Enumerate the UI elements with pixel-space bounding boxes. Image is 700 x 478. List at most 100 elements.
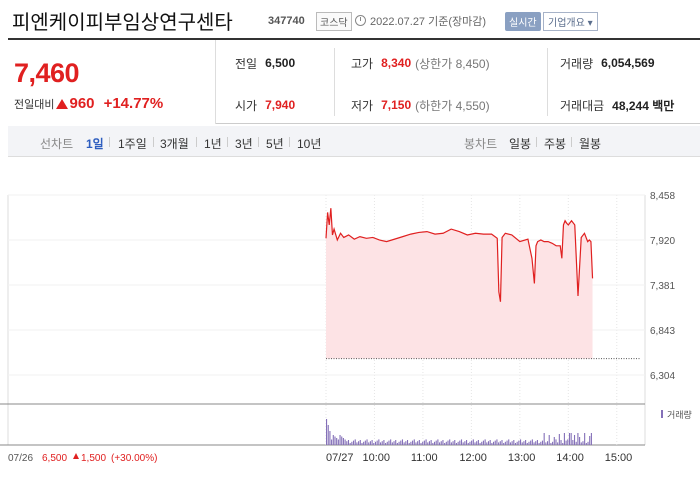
- volume-bar: [381, 441, 383, 445]
- volume-bar: [560, 440, 562, 445]
- volume-bar: [572, 440, 574, 445]
- up-triangle-icon: [73, 453, 79, 459]
- realtime-button[interactable]: 실시간: [505, 12, 541, 31]
- period-1w[interactable]: 1주일: [118, 137, 147, 151]
- volume-bar: [585, 443, 587, 445]
- volume-bar: [423, 440, 425, 445]
- volume-bar: [514, 443, 517, 445]
- intraday-chart[interactable]: 8,458 7,920 7,381 6,843 6,304 07/26 07/27 10:0…: [0, 180, 700, 478]
- prev-day-info: 6,500 1,500 (+30.00%): [42, 453, 157, 464]
- volume-bar: [477, 440, 479, 445]
- prev-day-change: 1,500: [81, 453, 106, 464]
- volume-bar: [403, 442, 405, 445]
- volume-bar: [390, 439, 392, 445]
- volume-bar: [476, 441, 478, 445]
- trade-value-value: 48,244 백만: [612, 98, 675, 113]
- volume-bar: [347, 440, 350, 445]
- period-1d[interactable]: 1일: [86, 137, 104, 151]
- x-axis-ticks: 07/26 07/27 10:00 11:00 12:00 13:00 14:00 15:00: [8, 452, 632, 464]
- volume-bar: [530, 440, 532, 445]
- volume-bar: [590, 433, 592, 445]
- volume-bar: [339, 435, 341, 445]
- volume-bar: [565, 440, 567, 445]
- volume-bar: [540, 441, 542, 445]
- prev-close-cell: 전일 6,500: [235, 42, 295, 84]
- chart-svg: 8,458 7,920 7,381 6,843 6,304 07/26 07/27 10:0…: [0, 191, 692, 464]
- volume-bar: [361, 443, 363, 445]
- volume-bar: [509, 442, 511, 445]
- volume-bar: [386, 441, 388, 445]
- up-triangle-icon: [56, 99, 69, 109]
- volume-bar: [327, 425, 329, 445]
- low-value: 7,150: [381, 98, 412, 112]
- volume-bar: [408, 443, 410, 445]
- volume-bar: [498, 442, 500, 445]
- volume-bar: [346, 441, 348, 445]
- chart-area: [325, 208, 641, 360]
- volume-bar: [329, 431, 331, 445]
- volume-bar: [454, 440, 456, 445]
- period-10y[interactable]: 10년: [297, 137, 322, 151]
- candle-monthly[interactable]: 월봉: [579, 137, 602, 151]
- volume-bar: [491, 443, 493, 445]
- company-info-dropdown[interactable]: 기업개요 ▾: [543, 12, 598, 31]
- period-5y[interactable]: 5년: [266, 137, 284, 151]
- volume-bar: [437, 439, 439, 445]
- volume-bar: [374, 441, 377, 445]
- volume-bar: [410, 441, 412, 445]
- current-price-box: 7,460 전일대비 960 +14.77%: [8, 40, 216, 124]
- volume-cell: 거래량 6,054,569: [560, 42, 655, 84]
- volume-bar: [516, 441, 518, 445]
- prev-day-tick: 07/26: [8, 453, 33, 464]
- volume-bar: [555, 439, 557, 445]
- volume-bar: [518, 440, 520, 445]
- high-cell: 고가 8,340 (상한가 8,450): [351, 42, 490, 84]
- volume-bar: [415, 442, 417, 445]
- volume-bar: [482, 440, 484, 445]
- volume-bar: [523, 441, 525, 445]
- volume-bar: [503, 443, 505, 445]
- volume-bar: [351, 441, 353, 445]
- volume-bar: [378, 439, 380, 445]
- volume-bar: [471, 440, 473, 445]
- volume-bar: [479, 443, 481, 445]
- volume-bar: [363, 441, 365, 445]
- clock-icon: [355, 15, 366, 26]
- volume-bar: [474, 442, 476, 445]
- volume-bar: [445, 441, 447, 445]
- divider: [258, 137, 259, 147]
- period-3y[interactable]: 3년: [235, 137, 253, 151]
- period-selector: 선차트 1일 1주일 3개월 1년 3년 5년 10년 봉차트 일봉 주봉 월봉: [8, 126, 700, 157]
- volume-bar: [379, 442, 382, 445]
- period-3m[interactable]: 3개월: [160, 137, 189, 151]
- volume-bar: [548, 435, 550, 445]
- volume-bar: [553, 437, 555, 445]
- volume-bar: [391, 442, 393, 445]
- volume-bar: [525, 440, 527, 445]
- volume-bar: [440, 441, 442, 445]
- volume-bar: [422, 441, 424, 445]
- period-1y[interactable]: 1년: [204, 137, 222, 151]
- x-tick-label: 10:00: [362, 452, 390, 464]
- volume-bar: [558, 434, 560, 445]
- volume-bar: [406, 440, 409, 445]
- volume-bar: [469, 441, 471, 445]
- volume-bar: [472, 439, 474, 445]
- candle-weekly[interactable]: 주봉: [544, 137, 567, 151]
- volume-bar: [385, 443, 387, 445]
- y-axis-ticks: 8,458 7,920 7,381 6,843 6,304: [650, 191, 675, 382]
- volume-bar: [562, 443, 564, 445]
- upper-limit: (상한가 8,450): [415, 56, 490, 71]
- volume-bar: [513, 440, 515, 445]
- candle-daily[interactable]: 일봉: [509, 137, 532, 151]
- volume-bar: [326, 419, 328, 445]
- volume-bar: [573, 435, 576, 445]
- volume-bar: [373, 443, 375, 445]
- volume-bar: [587, 441, 589, 445]
- change-line: 전일대비 960 +14.77%: [14, 95, 163, 112]
- volume-bar: [521, 442, 523, 445]
- volume-bar: [543, 433, 545, 445]
- volume-bar: [538, 443, 540, 445]
- volume-bar: [567, 439, 569, 445]
- prev-day-pct: (+30.00%): [111, 453, 157, 464]
